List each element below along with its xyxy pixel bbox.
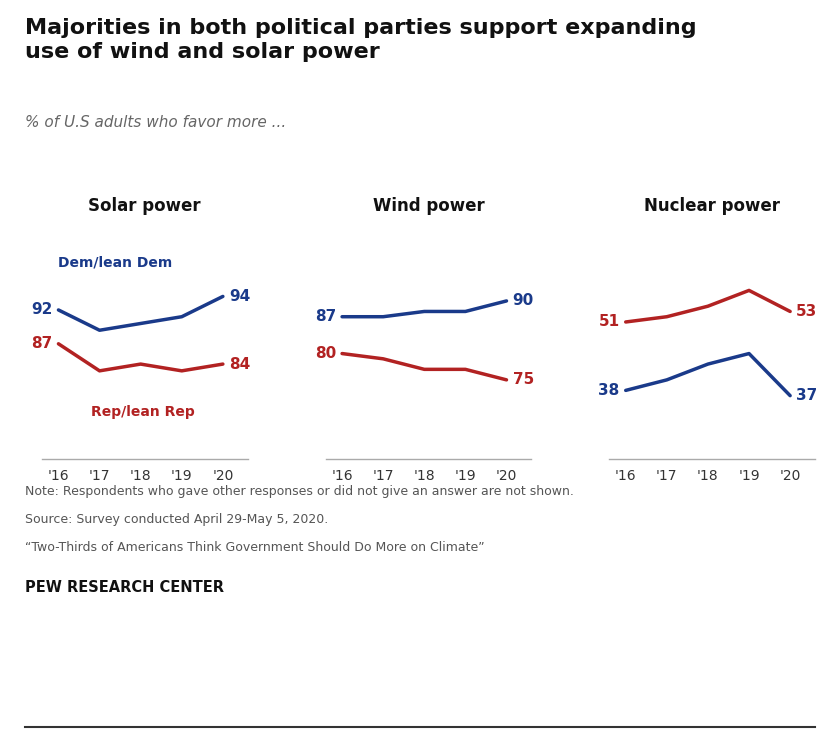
- Text: 37: 37: [796, 388, 817, 403]
- Title: Solar power: Solar power: [88, 197, 201, 215]
- Text: 92: 92: [31, 303, 52, 317]
- Title: Wind power: Wind power: [372, 197, 485, 215]
- Text: 90: 90: [512, 294, 534, 309]
- Text: Dem/lean Dem: Dem/lean Dem: [59, 255, 173, 269]
- Text: “Two-Thirds of Americans Think Government Should Do More on Climate”: “Two-Thirds of Americans Think Governmen…: [25, 541, 485, 554]
- Text: 38: 38: [598, 383, 620, 398]
- Text: 87: 87: [31, 336, 52, 352]
- Text: 94: 94: [229, 289, 250, 304]
- Text: 87: 87: [315, 309, 336, 324]
- Text: 84: 84: [229, 357, 250, 371]
- Text: Rep/lean Rep: Rep/lean Rep: [92, 405, 195, 419]
- Text: PEW RESEARCH CENTER: PEW RESEARCH CENTER: [25, 580, 224, 595]
- Text: % of U.S adults who favor more ...: % of U.S adults who favor more ...: [25, 115, 286, 130]
- Text: 53: 53: [796, 304, 817, 319]
- Title: Nuclear power: Nuclear power: [644, 197, 780, 215]
- Text: 75: 75: [512, 372, 534, 387]
- Text: Source: Survey conducted April 29-May 5, 2020.: Source: Survey conducted April 29-May 5,…: [25, 513, 328, 526]
- Text: 80: 80: [315, 346, 336, 361]
- Text: Note: Respondents who gave other responses or did not give an answer are not sho: Note: Respondents who gave other respons…: [25, 485, 574, 498]
- Text: 51: 51: [598, 314, 620, 329]
- Text: Majorities in both political parties support expanding
use of wind and solar pow: Majorities in both political parties sup…: [25, 18, 697, 62]
